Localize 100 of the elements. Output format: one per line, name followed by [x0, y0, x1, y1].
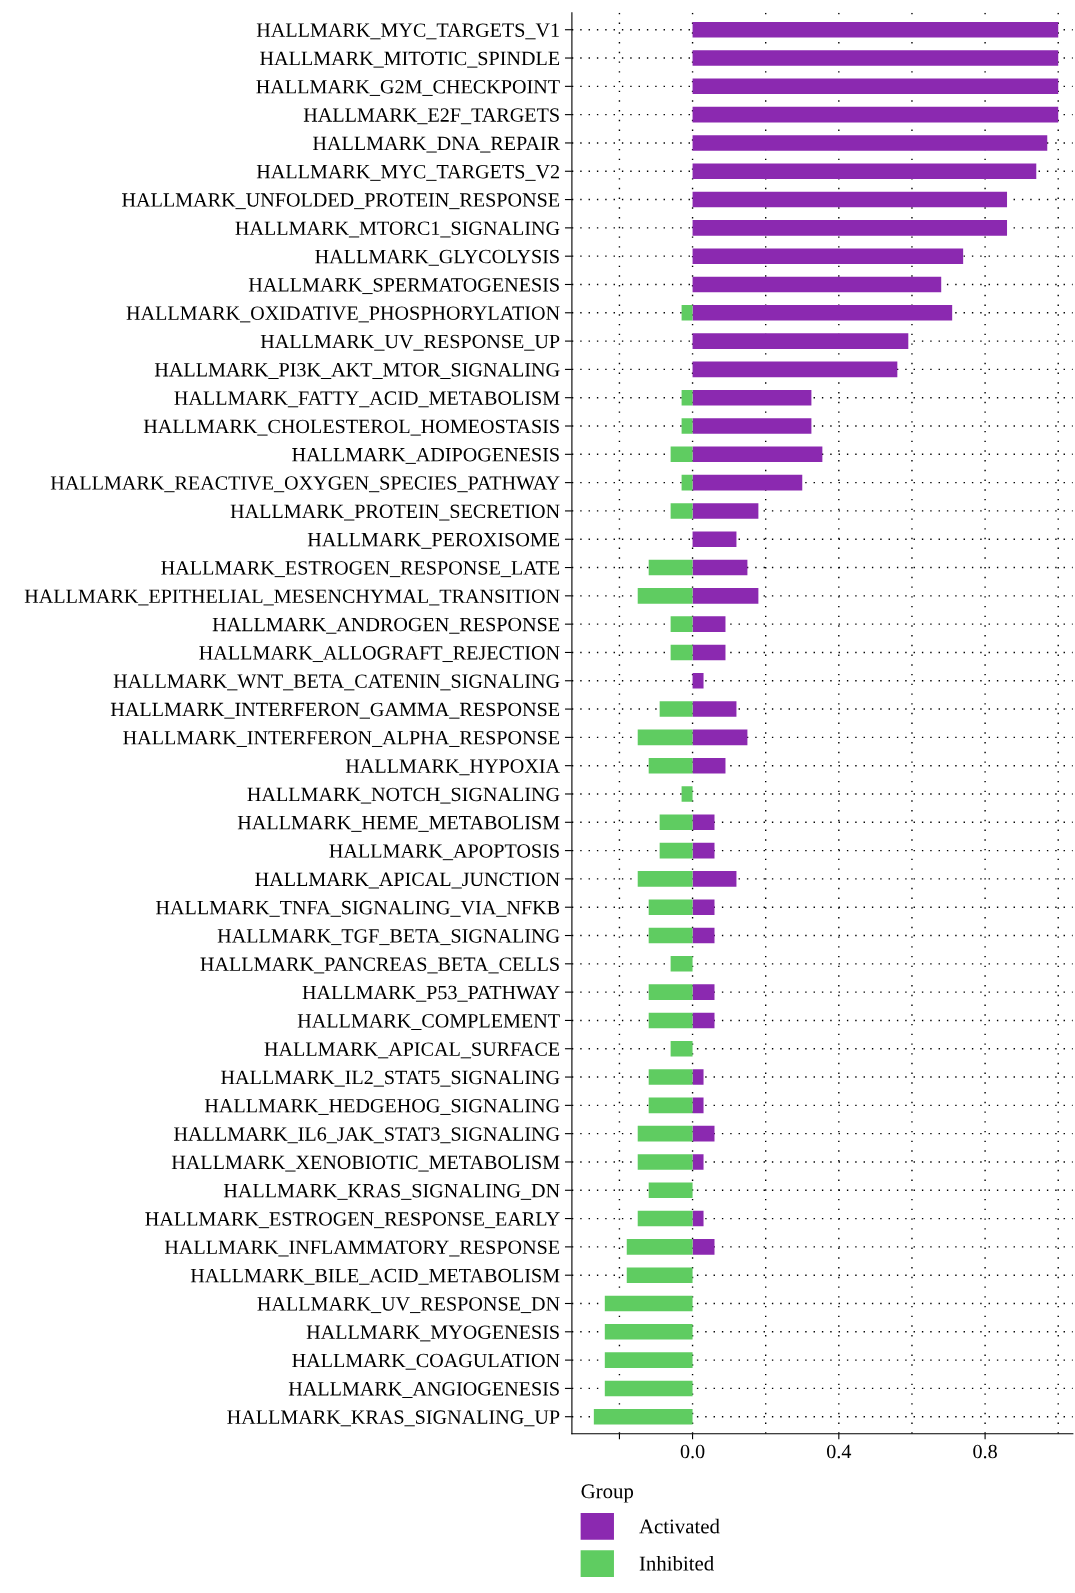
bar: [648, 927, 693, 944]
bar: [626, 1267, 693, 1283]
y-tick-label: HALLMARK_EPITHELIAL_MESENCHYMAL_TRANSITION: [24, 589, 560, 606]
y-tick-label: HALLMARK_ALLOGRAFT_REJECTION: [199, 646, 560, 663]
bar: [692, 729, 748, 746]
bar: [692, 305, 953, 321]
y-tick-label: HALLMARK_SPERMATOGENESIS: [248, 278, 559, 295]
bar: [692, 106, 1059, 123]
bar: [692, 276, 942, 293]
bar: [681, 474, 693, 491]
bar: [692, 1239, 715, 1255]
y-tick-label: HALLMARK_ADIPOGENESIS: [292, 447, 559, 464]
y-tick-label: HALLMARK_MYC_TARGETS_V1: [256, 23, 559, 40]
y-tick-label: HALLMARK_MITOTIC_SPINDLE: [260, 51, 560, 68]
y-tick-label: HALLMARK_APICAL_JUNCTION: [255, 872, 560, 889]
bar: [692, 531, 737, 548]
y-tick-label: HALLMARK_OXIDATIVE_PHOSPHORYLATION: [126, 306, 560, 323]
bar: [637, 588, 693, 604]
bar: [637, 729, 693, 746]
bar: [637, 871, 693, 887]
bar: [692, 616, 726, 632]
y-tick-label: HALLMARK_INFLAMMATORY_RESPONSE: [164, 1240, 560, 1257]
y-tick-label: HALLMARK_E2F_TARGETS: [303, 108, 559, 125]
y-tick-label: HALLMARK_ESTROGEN_RESPONSE_EARLY: [145, 1212, 560, 1229]
bar: [637, 1210, 693, 1227]
bar: [692, 757, 726, 774]
bar: [692, 21, 1059, 38]
y-tick-label: HALLMARK_PI3K_AKT_MTOR_SIGNALING: [154, 363, 560, 379]
y-tick-label: HALLMARK_INTERFERON_ALPHA_RESPONSE: [123, 731, 560, 747]
y-tick-label: HALLMARK_REACTIVE_OXYGEN_SPECIES_PATHWAY: [50, 476, 560, 493]
bar: [648, 1069, 693, 1085]
bar: [692, 503, 759, 519]
bar: [681, 389, 693, 406]
bar: [692, 191, 1008, 208]
bar: [681, 786, 693, 802]
legend-label: Inhibited: [639, 1555, 714, 1571]
y-tick-label: HALLMARK_MYOGENESIS: [306, 1325, 559, 1342]
bar: [692, 163, 1037, 180]
y-tick-label: HALLMARK_P53_PATHWAY: [302, 985, 560, 1002]
legend-title: Group: [581, 1484, 634, 1503]
bar: [670, 644, 693, 661]
bar: [659, 814, 693, 831]
bar: [692, 984, 715, 1000]
y-tick-label: HALLMARK_WNT_BETA_CATENIN_SIGNALING: [113, 674, 560, 691]
y-tick-label: HALLMARK_TGF_BETA_SIGNALING: [217, 929, 560, 946]
bar: [692, 1012, 715, 1029]
bar: [692, 474, 803, 491]
bar: [604, 1324, 693, 1340]
y-tick-label: HALLMARK_MYC_TARGETS_V2: [256, 164, 559, 181]
bar: [692, 248, 964, 264]
bar: [648, 1012, 693, 1029]
bar: [692, 559, 748, 576]
bar: [593, 1408, 693, 1425]
y-tick-label: HALLMARK_GLYCOLYSIS: [315, 249, 559, 266]
y-tick-label: HALLMARK_KRAS_SIGNALING_UP: [227, 1410, 560, 1427]
bar: [692, 588, 759, 604]
bar: [648, 1097, 693, 1114]
y-tick-label: HALLMARK_DNA_REPAIR: [313, 136, 561, 153]
bar: [648, 757, 693, 774]
y-tick-label: HALLMARK_UV_RESPONSE_UP: [260, 334, 560, 351]
bar: [648, 899, 693, 915]
y-tick-label: HALLMARK_PROTEIN_SECRETION: [230, 504, 560, 521]
bar: [670, 446, 693, 463]
bar: [692, 899, 715, 915]
bar: [692, 1125, 715, 1142]
bar: [659, 701, 693, 717]
y-tick-label: HALLMARK_HYPOXIA: [345, 759, 560, 776]
bar: [692, 842, 715, 859]
bar: [692, 220, 1008, 236]
bar: [692, 644, 726, 661]
y-tick-label: HALLMARK_IL2_STAT5_SIGNALING: [221, 1070, 560, 1087]
bar: [692, 871, 737, 887]
y-tick-label: HALLMARK_IL6_JAK_STAT3_SIGNALING: [174, 1127, 560, 1144]
y-tick-label: HALLMARK_XENOBIOTIC_METABOLISM: [171, 1155, 560, 1172]
bar: [604, 1352, 693, 1368]
bar: [670, 503, 693, 519]
bar: [692, 672, 704, 689]
y-tick-label: HALLMARK_TNFA_SIGNALING_VIA_NFKB: [156, 900, 560, 917]
bar: [692, 78, 1059, 95]
bar: [692, 927, 715, 944]
bar: [692, 1154, 704, 1170]
bar: [670, 616, 693, 632]
text: 0.0: [680, 1444, 705, 1459]
bar: [692, 1210, 704, 1227]
y-tick-label: HALLMARK_HEDGEHOG_SIGNALING: [204, 1099, 560, 1115]
bar: [626, 1239, 693, 1255]
bar: [648, 559, 693, 576]
y-tick-label: HALLMARK_KRAS_SIGNALING_DN: [223, 1183, 560, 1200]
x-tick-label: 0.4: [827, 1444, 852, 1459]
bar: [681, 305, 693, 321]
y-tick-label: HALLMARK_UNFOLDED_PROTEIN_RESPONSE: [122, 193, 560, 210]
bar: [670, 956, 693, 972]
bar: [670, 1040, 693, 1057]
x-tick-label: 0.8: [973, 1444, 997, 1459]
bar: [692, 135, 1048, 151]
bar: [681, 418, 693, 434]
bar: [637, 1154, 693, 1170]
y-tick-label: HALLMARK_UV_RESPONSE_DN: [257, 1297, 560, 1314]
bar: [648, 1182, 693, 1199]
bar: [692, 50, 1059, 66]
